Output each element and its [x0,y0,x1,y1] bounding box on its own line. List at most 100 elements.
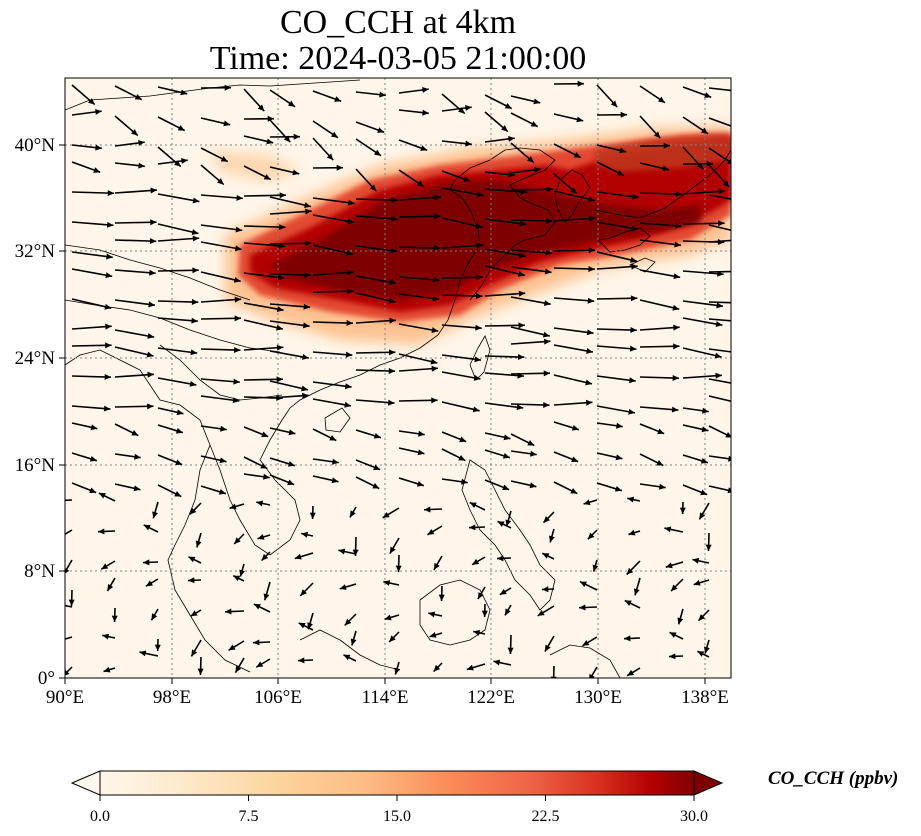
wind-arrow-head [347,199,355,206]
wind-arrow-head [700,489,708,496]
wind-arrow-head [702,407,709,414]
wind-arrow-shaft [200,348,241,351]
lon-label-98: 98°E [153,687,191,708]
wind-arrow-head [698,614,706,621]
wind-arrow-head [629,345,637,352]
wind-arrow-shaft [484,355,525,358]
wind-arrow-head [347,269,354,276]
wind-arrow-shaft [708,224,731,231]
wind-arrow-head [588,266,595,273]
wind-arrow-head [476,274,483,281]
wind-arrow-head [139,650,147,657]
wind-arrow-head [715,372,722,379]
wind-arrow-shaft [243,242,286,248]
wind-arrow-shaft [441,276,483,279]
wind-arrow-head [220,156,228,162]
wind-arrow-shaft [157,193,200,203]
wind-arrow-shaft [157,269,199,272]
wind-arrow-shaft [398,276,440,282]
wind-arrow-head [458,107,465,114]
wind-arrow-head [331,131,338,138]
wind-arrow-shaft [553,249,596,252]
wind-arrow-shaft [708,378,731,384]
colorbar-extend-low [70,770,101,796]
wind-arrow-head [743,300,749,306]
wind-arrow-shaft [65,666,73,676]
wind-arrow-head [150,187,157,194]
wind-arrow-head [614,485,622,492]
wind-arrow-head [542,331,550,338]
wind-arrow-shaft [269,242,312,245]
wind-arrow-head [256,661,264,668]
wind-arrow-head [106,253,113,260]
wind-arrow-head [518,252,526,259]
wind-arrow-head [279,192,287,199]
wind-arrow-shaft [708,301,731,304]
wind-arrow-head [701,426,709,433]
wind-arrow-head [104,303,112,310]
wind-arrow-head [263,473,270,480]
wind-arrow-head [372,483,380,489]
lon-label-114: 114°E [362,687,409,708]
wind-arrow-head [631,225,638,232]
wind-arrow-shaft [596,265,638,270]
wind-arrow-head [149,238,157,245]
wind-arrow-head [150,219,157,226]
wind-arrow-head [131,129,138,136]
wind-arrow-head [656,460,664,466]
wind-arrow-shaft [312,351,353,356]
wind-arrow-shaft [553,217,596,222]
wind-arrow-shaft [355,292,396,303]
wind-arrow-head [673,343,680,350]
wind-arrow-head [740,400,747,406]
colorbar: 0.0 7.5 15.0 22.5 30.0 [70,770,724,825]
wind-arrow-head [627,496,635,503]
wind-arrow-head [107,190,115,197]
wind-arrow-shaft [682,300,724,308]
wind-arrow-head [105,342,112,349]
lat-label-16: 16°N [15,455,56,476]
wind-arrow-head [659,483,666,490]
wind-arrow-head [502,484,510,491]
wind-arrow-shaft [510,219,553,223]
wind-arrow-shaft [355,275,397,285]
wind-arrow-shaft [639,192,683,196]
wind-arrow-shaft [441,294,483,298]
wind-arrow-shaft [553,344,594,353]
wind-arrow-head [346,250,354,256]
wind-arrow-shaft [65,604,73,608]
wind-arrow-head [234,245,242,252]
wind-arrow-shaft [269,303,311,309]
wind-arrow-shaft [441,187,484,197]
wind-arrow-head [90,424,98,431]
wind-arrow-head [309,512,316,519]
wind-arrow-head [664,526,672,533]
wind-arrow-shaft [708,270,731,273]
wind-arrow-head [701,127,708,134]
wind-arrow-shaft [71,375,112,378]
wind-arrow-head [476,191,484,198]
wind-arrow-head [219,457,227,464]
axis-ticks [59,144,706,684]
wind-arrow-head [704,646,710,654]
wind-arrow-head [257,534,265,540]
wind-arrow-shaft [484,218,527,226]
wind-arrow-head [518,322,525,329]
wind-arrow-head [673,324,680,331]
wind-arrow-shaft [484,265,525,277]
wind-arrow-head [234,315,241,322]
wind-arrow-head [300,589,307,596]
wind-arrow-shaft [312,244,354,256]
wind-arrow-head [103,405,111,412]
wind-arrow-head [732,88,739,94]
wind-arrow-head [619,147,627,154]
wind-arrow-head [346,320,353,326]
wind-arrow-head [188,556,196,563]
wind-arrow-head [192,267,199,274]
wind-arrow-shaft [269,394,309,399]
wind-arrow-head [106,221,114,228]
wind-arrow-head [743,230,750,236]
wind-arrow-head [431,365,439,372]
wind-arrow-shaft [65,499,73,502]
wind-arrow-shaft [243,319,284,330]
